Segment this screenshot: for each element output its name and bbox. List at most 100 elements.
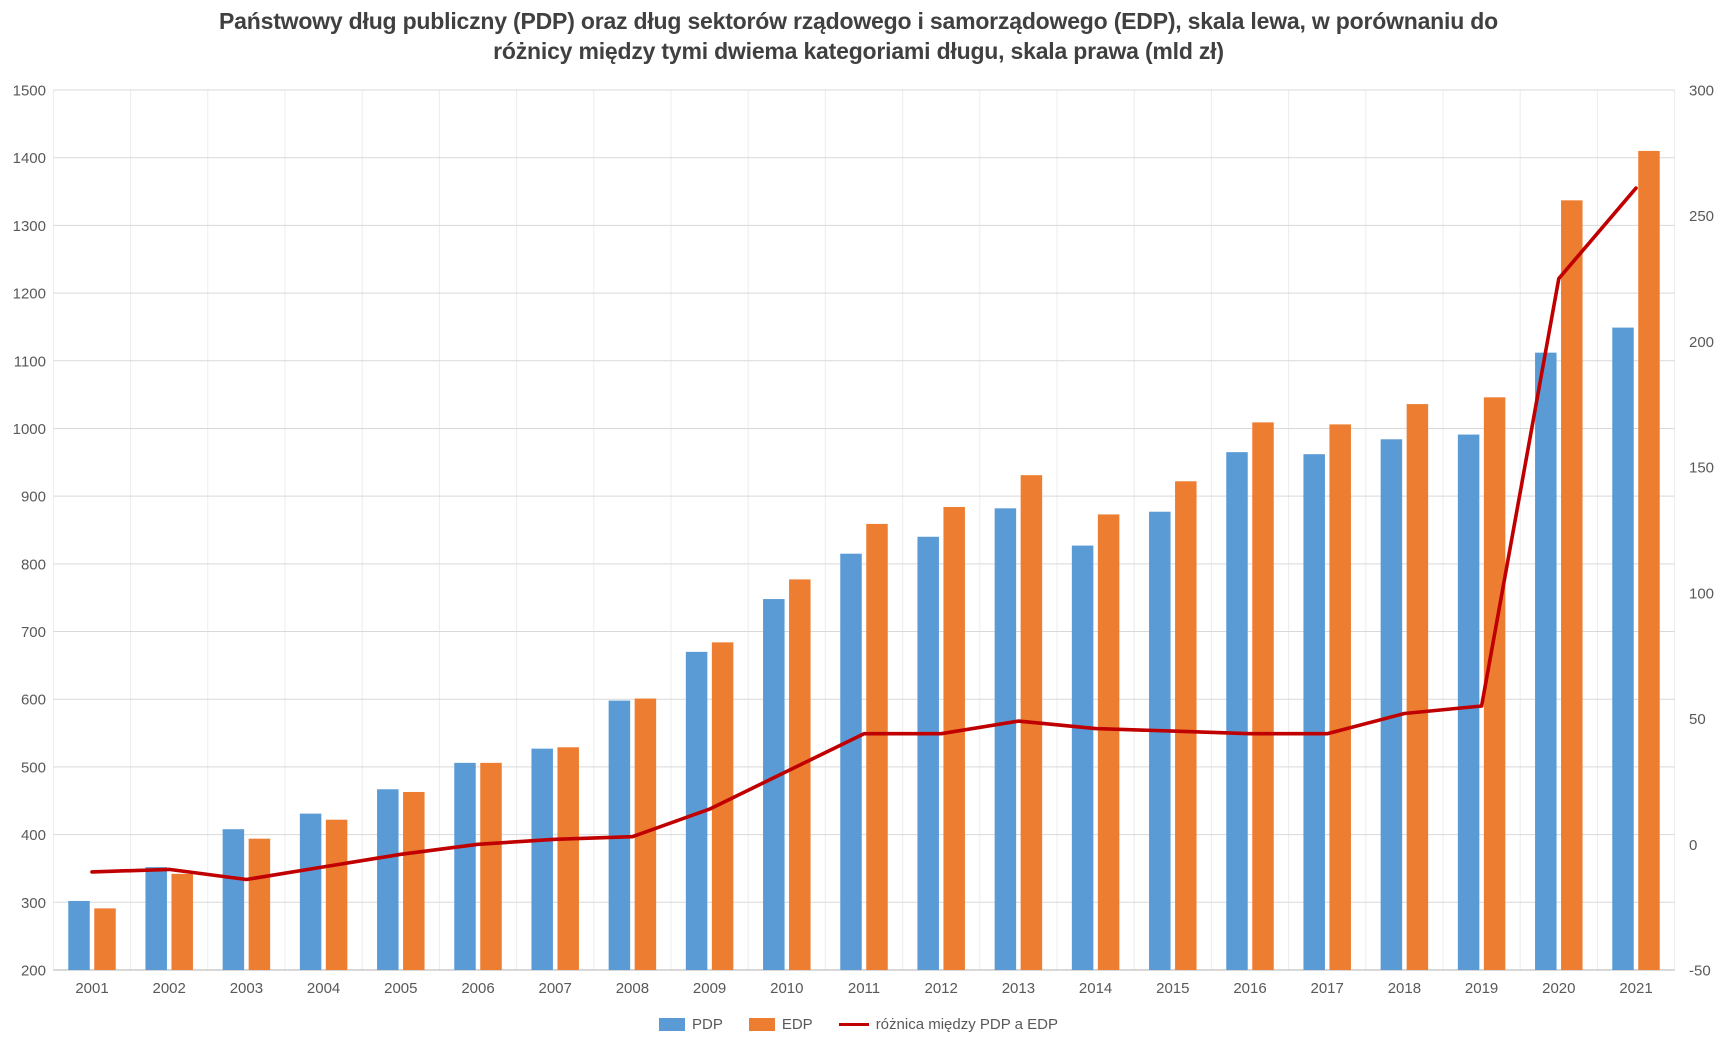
- x-axis-year-label: 2007: [539, 980, 572, 997]
- bar-pdp-2013: [994, 508, 1017, 970]
- x-axis-year-label: 2019: [1465, 980, 1498, 997]
- bar-edp-2004: [325, 819, 348, 970]
- chart-title: Państwowy dług publiczny (PDP) oraz dług…: [0, 6, 1717, 66]
- left-axis-tick-label: 1000: [13, 421, 46, 438]
- right-axis-tick-label: 250: [1689, 208, 1714, 225]
- bar-edp-2014: [1097, 514, 1120, 970]
- bar-edp-2005: [403, 791, 425, 970]
- bar-edp-2019: [1483, 397, 1506, 970]
- bar-edp-2021: [1638, 150, 1660, 970]
- bar-edp-2009: [711, 642, 734, 970]
- right-axis-tick-label: 200: [1689, 334, 1714, 351]
- difference-line: [90, 186, 1638, 882]
- bar-edp-2011: [866, 523, 888, 970]
- legend-label-diff: różnica między PDP a EDP: [875, 1016, 1058, 1033]
- legend-item-pdp: PDP: [659, 1016, 723, 1033]
- x-axis-year-label: 2012: [925, 980, 958, 997]
- left-axis-tick-label: 1100: [14, 353, 46, 370]
- bar-pdp-2002: [145, 867, 167, 970]
- pdp-series-swatch: [659, 1018, 685, 1031]
- left-axis-tick-label: 600: [21, 692, 46, 709]
- left-axis-tick-label: 400: [21, 827, 46, 844]
- bar-pdp-2017: [1303, 454, 1325, 971]
- x-axis-year-label: 2014: [1079, 980, 1112, 997]
- x-axis-year-label: 2002: [153, 980, 186, 997]
- left-axis-tick-label: 1400: [13, 150, 46, 167]
- right-axis-tick-label: -50: [1689, 963, 1711, 980]
- bar-edp-2002: [171, 873, 193, 970]
- bar-pdp-2012: [917, 536, 939, 970]
- bar-edp-2007: [557, 747, 579, 970]
- left-axis-tick-label: 900: [21, 489, 46, 506]
- x-axis-year-label: 2016: [1233, 980, 1266, 997]
- bar-pdp-2011: [840, 553, 862, 970]
- bar-edp-2006: [480, 762, 502, 970]
- x-axis-year-label: 2004: [307, 980, 340, 997]
- diff-line-swatch: [838, 1022, 869, 1027]
- bar-pdp-2015: [1149, 511, 1171, 970]
- left-axis-tick-label: 1200: [13, 286, 46, 303]
- bar-edp-2017: [1329, 424, 1351, 970]
- bar-pdp-2016: [1226, 452, 1248, 971]
- right-axis-tick-label: 50: [1689, 711, 1706, 728]
- x-axis-year-label: 2021: [1619, 980, 1652, 997]
- left-axis-tick-label: 800: [21, 556, 46, 573]
- x-axis-year-label: 2017: [1311, 980, 1344, 997]
- bar-pdp-2010: [763, 599, 785, 970]
- legend-item-edp: EDP: [748, 1016, 813, 1033]
- x-axis-year-label: 2009: [693, 980, 726, 997]
- bar-pdp-2021: [1612, 327, 1634, 971]
- bar-pdp-2014: [1071, 545, 1094, 970]
- x-axis-year-label: 2010: [770, 980, 803, 997]
- bar-pdp-2020: [1535, 352, 1557, 971]
- left-axis-tick-label: 1500: [13, 83, 46, 100]
- left-axis-tick-label: 1300: [13, 218, 46, 235]
- bar-edp-2012: [943, 506, 965, 970]
- x-axis-year-label: 2011: [848, 980, 880, 997]
- x-axis-year-label: 2015: [1156, 980, 1189, 997]
- x-axis-year-label: 2020: [1542, 980, 1575, 997]
- right-axis-tick-label: 300: [1689, 83, 1714, 100]
- bar-edp-2008: [634, 698, 657, 970]
- bar-pdp-2007: [531, 748, 553, 970]
- chart-title-line-1: Państwowy dług publiczny (PDP) oraz dług…: [219, 8, 1498, 34]
- x-axis-year-label: 2013: [1002, 980, 1035, 997]
- bar-edp-2003: [248, 838, 271, 970]
- bar-edp-2010: [789, 579, 811, 970]
- legend-label-edp: EDP: [781, 1016, 813, 1033]
- bar-pdp-2006: [454, 762, 476, 970]
- right-axis-tick-label: 0: [1689, 837, 1697, 854]
- bar-edp-2020: [1561, 200, 1583, 971]
- left-axis-tick-label: 700: [21, 624, 46, 641]
- chart-legend: PDP EDP różnica między PDP a EDP: [0, 1016, 1717, 1033]
- chart-title-line-2: różnicy między tymi dwiema kategoriami d…: [493, 38, 1224, 64]
- right-axis-tick-label: 150: [1689, 460, 1714, 477]
- left-axis-tick-label: 200: [21, 963, 46, 980]
- bar-pdp-2008: [608, 700, 631, 970]
- x-axis-year-label: 2008: [616, 980, 649, 997]
- legend-item-diff: różnica między PDP a EDP: [838, 1016, 1058, 1033]
- bar-edp-2016: [1252, 422, 1274, 970]
- x-axis-year-label: 2001: [75, 980, 108, 997]
- x-axis-year-label: 2006: [461, 980, 494, 997]
- bar-pdp-2019: [1457, 434, 1480, 970]
- bar-pdp-2004: [299, 813, 322, 970]
- bar-edp-2001: [94, 908, 116, 970]
- bar-pdp-2005: [377, 789, 399, 970]
- bar-edp-2015: [1175, 481, 1197, 970]
- bar-pdp-2018: [1380, 439, 1403, 970]
- left-axis-tick-label: 300: [21, 895, 46, 912]
- bar-pdp-2009: [685, 651, 708, 970]
- x-axis-year-label: 2005: [384, 980, 417, 997]
- legend-label-pdp: PDP: [692, 1016, 723, 1033]
- right-axis-tick-label: 100: [1689, 585, 1714, 602]
- x-axis-year-label: 2018: [1388, 980, 1421, 997]
- edp-series-swatch: [748, 1018, 775, 1031]
- bar-edp-2018: [1406, 404, 1429, 971]
- bar-pdp-2001: [68, 900, 90, 970]
- bar-pdp-2003: [222, 829, 245, 970]
- left-axis-tick-label: 500: [21, 759, 46, 776]
- x-axis-year-label: 2003: [230, 980, 263, 997]
